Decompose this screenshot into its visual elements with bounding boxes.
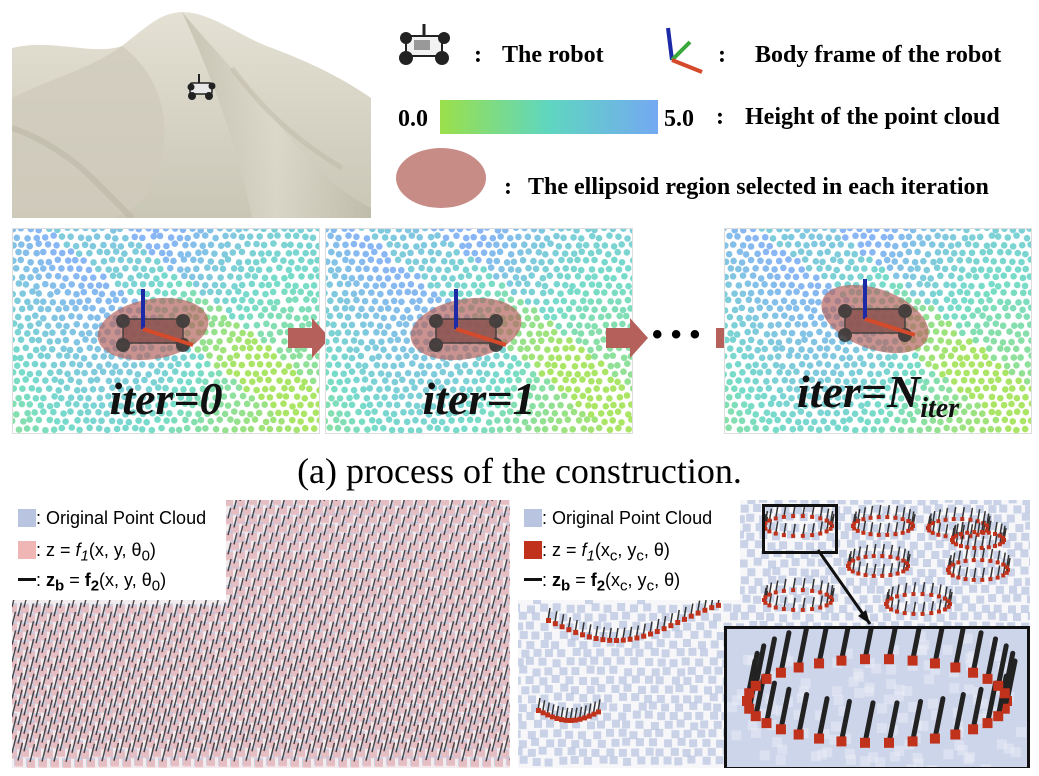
br-f2-fn: f xyxy=(590,570,597,590)
ellipse-colon: : xyxy=(504,174,512,200)
br-f1-x-sub: c xyxy=(609,547,618,565)
bottom-right-render: : Original Point Cloud : z = f1(xc, yc, … xyxy=(518,500,1030,768)
br-legend-orig-text: : Original Point Cloud xyxy=(542,508,713,528)
f1-swatch xyxy=(18,541,36,559)
point-cloud-n xyxy=(725,229,1031,433)
br-f1-rest: , θ) xyxy=(643,540,670,560)
robot-colon: : xyxy=(474,42,482,68)
br-f2-zb-sub: b xyxy=(561,577,571,595)
bl-f2-fn: f xyxy=(84,570,91,590)
panel-iter-n: iter=Niter xyxy=(724,228,1032,434)
scale-max: 5.0 xyxy=(664,106,694,132)
bl-f2-close: ) xyxy=(160,570,167,590)
panel-iter-0: iter=0 xyxy=(12,228,320,434)
bl-f2-prefix: : xyxy=(36,570,47,590)
iter-label-1: iter=1 xyxy=(422,373,536,424)
iter-label-n-main: iter=N xyxy=(796,365,921,417)
zoom-inset-source-box xyxy=(762,504,838,554)
br-f2-zb: z xyxy=(552,570,562,590)
terrain-svg xyxy=(12,8,371,218)
robot-label: The robot xyxy=(502,42,604,68)
orig-cloud-swatch xyxy=(524,509,542,527)
f1-swatch xyxy=(524,541,542,559)
robot-icon xyxy=(187,74,216,100)
terrain-render xyxy=(12,8,371,218)
arrow-right-icon xyxy=(606,318,648,358)
bottom-left-render: : Original Point Cloud : z = f1(x, y, θ0… xyxy=(12,500,510,768)
bl-f2-fn-sub: 2 xyxy=(90,577,100,595)
point-cloud-0 xyxy=(13,229,319,433)
br-legend-orig: : Original Point Cloud xyxy=(524,508,712,529)
arrow-right-icon xyxy=(288,318,330,358)
br-f1-fn-sub: 1 xyxy=(586,547,595,565)
br-legend-f2: : zb = f2(xc, yc, θ) xyxy=(524,570,680,595)
ellipse-legend-icon xyxy=(396,148,486,208)
height-colorbar xyxy=(440,100,658,134)
br-f2-fn-sub: 2 xyxy=(596,577,606,595)
br-f1-x: (x xyxy=(594,540,610,560)
bl-f1-theta-sub: 0 xyxy=(141,547,150,565)
bl-legend-orig-text: : Original Point Cloud xyxy=(36,508,207,528)
bl-f1-fn-sub: 1 xyxy=(80,547,89,565)
height-colon: : xyxy=(716,104,724,130)
br-f2-eq: = xyxy=(570,570,591,590)
bl-f1-fn: f xyxy=(75,540,81,560)
iter-label-n-sub: iter xyxy=(920,393,960,424)
caption: (a) process of the construction. xyxy=(297,451,742,491)
ellipsis-dots: • • • xyxy=(652,318,701,351)
normal-dash-icon xyxy=(524,578,542,581)
bottom-right-legend: : Original Point Cloud : z = f1(xc, yc, … xyxy=(518,500,740,600)
br-f2-x: (x xyxy=(605,570,621,590)
br-f2-x-sub: c xyxy=(620,577,628,595)
height-label: Height of the point cloud xyxy=(745,104,1000,130)
robot-legend-icon xyxy=(399,24,450,65)
orig-cloud-swatch xyxy=(18,509,36,527)
body-frame-icon xyxy=(666,27,703,74)
bl-f1-close: ) xyxy=(149,540,156,560)
zoom-connector xyxy=(816,549,872,625)
legend: : The robot : Body frame of the robot 0.… xyxy=(390,18,1035,218)
br-f2-rest: , θ) xyxy=(654,570,681,590)
br-f2-prefix: : xyxy=(542,570,553,590)
surface-normals-left xyxy=(12,500,510,768)
bl-f1-suffix: (x, y, θ xyxy=(88,540,142,560)
bl-f2-zb: z xyxy=(46,570,56,590)
panel-iter-1: iter=1 xyxy=(325,228,633,434)
bl-f2-theta-sub: 0 xyxy=(151,577,161,595)
frame-label: Body frame of the robot xyxy=(755,42,1002,68)
ellipse-label: The ellipsoid region selected in each it… xyxy=(528,174,989,200)
bl-legend-f2: : zb = f2(x, y, θ0) xyxy=(18,570,166,595)
scale-min: 0.0 xyxy=(398,106,428,132)
br-f1-fn: f xyxy=(581,540,587,560)
bl-f2-eq: = xyxy=(64,570,85,590)
zoom-inset xyxy=(724,626,1030,768)
bl-f2-suffix: (x, y, θ xyxy=(99,570,152,590)
normal-dash-icon xyxy=(18,578,36,581)
bottom-left-legend: : Original Point Cloud : z = f1(x, y, θ0… xyxy=(12,500,226,600)
br-f1-y: , y xyxy=(617,540,637,560)
zoom-inset-ring xyxy=(727,629,1027,767)
br-f1-y-sub: c xyxy=(636,547,644,565)
bl-legend-orig: : Original Point Cloud xyxy=(18,508,206,529)
br-legend-f1: : z = f1(xc, yc, θ) xyxy=(524,540,670,565)
iter-label-0: iter=0 xyxy=(109,373,223,424)
frame-colon: : xyxy=(718,42,726,68)
bl-f1-prefix: : z = xyxy=(36,540,76,560)
bl-legend-f1: : z = f1(x, y, θ0) xyxy=(18,540,156,565)
bl-f2-zb-sub: b xyxy=(55,577,65,595)
iter-label-n: iter=Niter xyxy=(725,365,1031,425)
br-f2-y: , y xyxy=(627,570,647,590)
br-f2-y-sub: c xyxy=(646,577,655,595)
point-cloud-1 xyxy=(326,229,632,433)
br-f1-prefix: : z = xyxy=(542,540,582,560)
